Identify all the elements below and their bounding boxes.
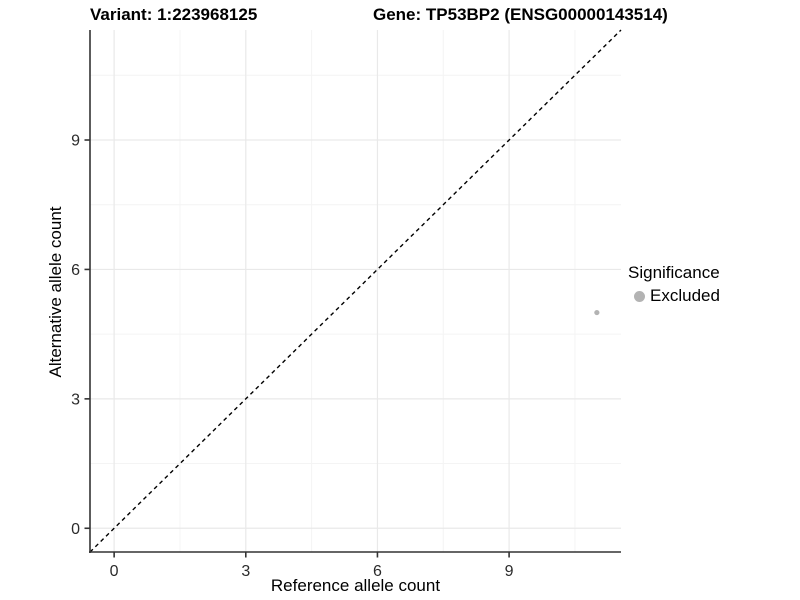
legend-item-label: Excluded <box>650 286 720 305</box>
y-axis-title: Alternative allele count <box>46 206 65 378</box>
y-tick-label: 0 <box>71 521 80 538</box>
data-point <box>594 309 600 316</box>
gene-title: Gene: TP53BP2 (ENSG00000143514) <box>373 5 668 24</box>
x-tick-label: 0 <box>110 563 119 580</box>
circle-icon <box>634 290 645 302</box>
variant-title: Variant: 1:223968125 <box>90 5 258 24</box>
legend-item-excluded: Excluded <box>628 286 720 306</box>
legend: Significance Excluded <box>628 263 720 306</box>
identity-line <box>89 29 622 553</box>
x-tick-label: 3 <box>241 563 250 580</box>
y-tick-label: 3 <box>71 391 80 408</box>
legend-title: Significance <box>628 263 720 282</box>
x-axis-title: Reference allele count <box>270 576 441 595</box>
y-tick-label: 9 <box>71 133 80 150</box>
x-tick-label: 9 <box>505 563 514 580</box>
x-tick-label: 6 <box>373 563 382 580</box>
y-tick-label: 6 <box>71 262 80 279</box>
